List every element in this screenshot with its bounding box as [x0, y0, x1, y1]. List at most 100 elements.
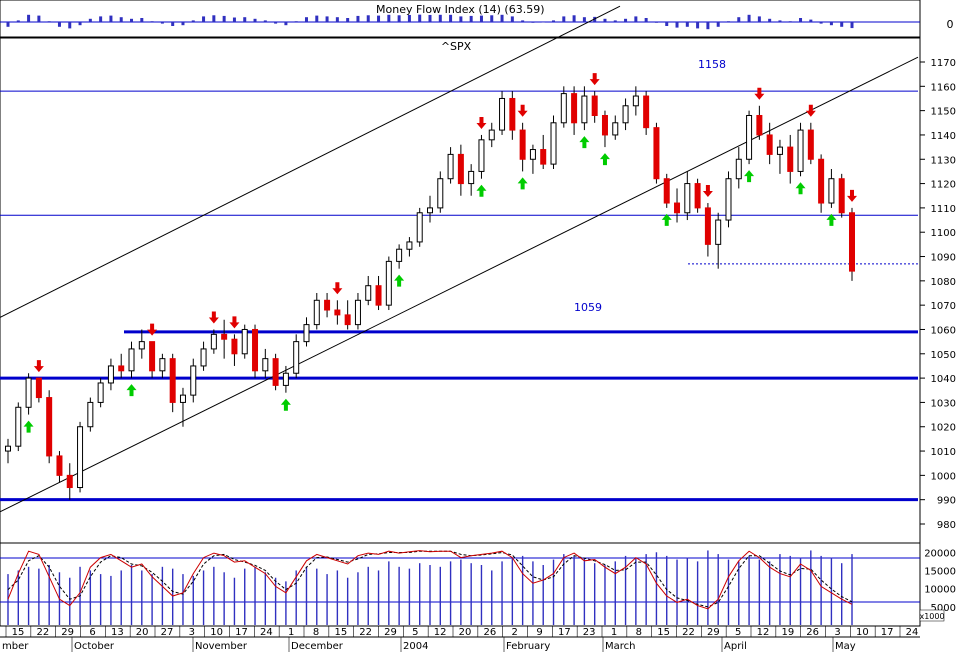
price-tick-label: 1040	[931, 374, 956, 385]
money-flow-bar	[325, 16, 329, 22]
money-flow-bar	[459, 16, 463, 22]
down-arrow	[332, 282, 343, 295]
month-labels: mber October November December 2004 February M…	[2, 637, 856, 652]
day-label: 5	[412, 627, 418, 638]
money-flow-bar	[57, 22, 61, 27]
money-flow-bar	[119, 17, 123, 22]
day-label: 26	[806, 627, 819, 638]
price-tick-label: 1030	[931, 398, 956, 409]
candle-up	[293, 341, 300, 374]
money-flow-bar	[438, 14, 442, 22]
day-label: 15	[334, 627, 347, 638]
money-flow-bar	[634, 16, 638, 22]
candlesticks	[5, 86, 855, 500]
candle-down	[704, 207, 711, 245]
day-label: 20	[459, 627, 472, 638]
day-label: 24	[260, 627, 273, 638]
day-label: 1	[288, 627, 294, 638]
candle-up	[684, 183, 691, 214]
candle-down	[540, 149, 547, 165]
day-label: 22	[359, 627, 372, 638]
candle-down	[221, 333, 228, 340]
money-flow-bar	[572, 15, 576, 22]
price-tick-label: 1130	[931, 155, 956, 166]
money-flow-bar	[212, 15, 216, 22]
money-flow-bar	[778, 20, 782, 22]
money-flow-bar	[130, 18, 134, 22]
money-flow-bar	[6, 22, 10, 27]
money-flow-bar	[624, 18, 628, 22]
money-flow-bar	[232, 17, 236, 22]
price-tick-label: 1110	[931, 204, 956, 215]
money-flow-zero-label: 0	[947, 18, 954, 31]
day-label: 24	[906, 627, 919, 638]
up-arrow	[280, 398, 291, 411]
volume-tick-label: 10000	[924, 585, 956, 596]
candle-down	[591, 95, 598, 116]
candle-up	[437, 178, 444, 209]
money-flow-bar	[68, 22, 72, 29]
money-flow-bar	[840, 22, 844, 27]
money-flow-bar	[335, 17, 339, 22]
price-tick-label: 1120	[931, 180, 956, 191]
money-flow-bar	[366, 15, 370, 22]
day-label: 2	[511, 627, 517, 638]
candle-down	[272, 358, 279, 386]
month-label: February	[506, 641, 550, 652]
candle-up	[406, 241, 413, 250]
day-label: 27	[161, 627, 174, 638]
candle-up	[313, 299, 320, 326]
volume-tick-label: 20000	[924, 548, 956, 559]
candle-up	[15, 406, 22, 447]
price-tick-label: 1070	[931, 301, 956, 312]
candle-down	[766, 134, 773, 155]
candle-down	[66, 474, 73, 489]
day-label: 17	[881, 627, 894, 638]
money-flow-bar	[799, 18, 803, 22]
up-arrow	[517, 177, 528, 190]
signal-arrows	[23, 73, 857, 433]
candle-up	[282, 372, 289, 386]
candle-up	[447, 153, 454, 180]
money-flow-bar	[469, 15, 473, 22]
up-arrow	[23, 420, 34, 433]
day-label: 20	[136, 627, 149, 638]
day-label: 12	[434, 627, 447, 638]
candle-down	[663, 178, 670, 204]
day-label: 22	[36, 627, 49, 638]
candle-down	[519, 129, 526, 160]
day-label: 12	[757, 627, 770, 638]
candle-down	[818, 158, 825, 204]
money-flow-bar	[819, 22, 823, 24]
money-flow-bar	[356, 15, 360, 22]
price-tick-label: 1170	[931, 58, 956, 69]
price-tick-label: 1160	[931, 82, 956, 93]
money-flow-panel: Money Flow Index (14) (63.59) 0	[0, 0, 954, 38]
volume-bars	[7, 550, 853, 625]
money-flow-bar	[377, 15, 381, 22]
volume-tick-label: 15000	[924, 566, 956, 577]
down-arrow	[208, 311, 219, 324]
candle-up	[210, 333, 217, 350]
day-label: 10	[210, 627, 223, 638]
money-flow-bar	[552, 20, 556, 22]
volume-panel: 20000 15000 10000 5000 x1000	[0, 542, 956, 627]
money-flow-bar	[665, 22, 669, 26]
money-flow-label: Money Flow Index (14) (63.59)	[376, 3, 545, 16]
money-flow-bar	[541, 22, 545, 23]
day-label: 9	[536, 627, 542, 638]
candle-down	[324, 299, 331, 311]
money-flow-bar	[27, 14, 31, 22]
candle-up	[746, 114, 753, 160]
candle-up	[241, 328, 248, 355]
volume-axis: 20000 15000 10000 5000	[924, 548, 956, 614]
month-label: May	[835, 641, 856, 652]
up-arrow	[795, 182, 806, 195]
month-label: March	[605, 641, 635, 652]
down-arrow	[517, 104, 528, 117]
price-tick-label: 990	[937, 496, 956, 507]
candle-up	[499, 97, 506, 131]
down-arrow	[847, 189, 857, 202]
price-panel: ^SPX 1158 1059 1170116011501140113011201…	[0, 5, 956, 544]
money-flow-bar	[294, 21, 298, 22]
